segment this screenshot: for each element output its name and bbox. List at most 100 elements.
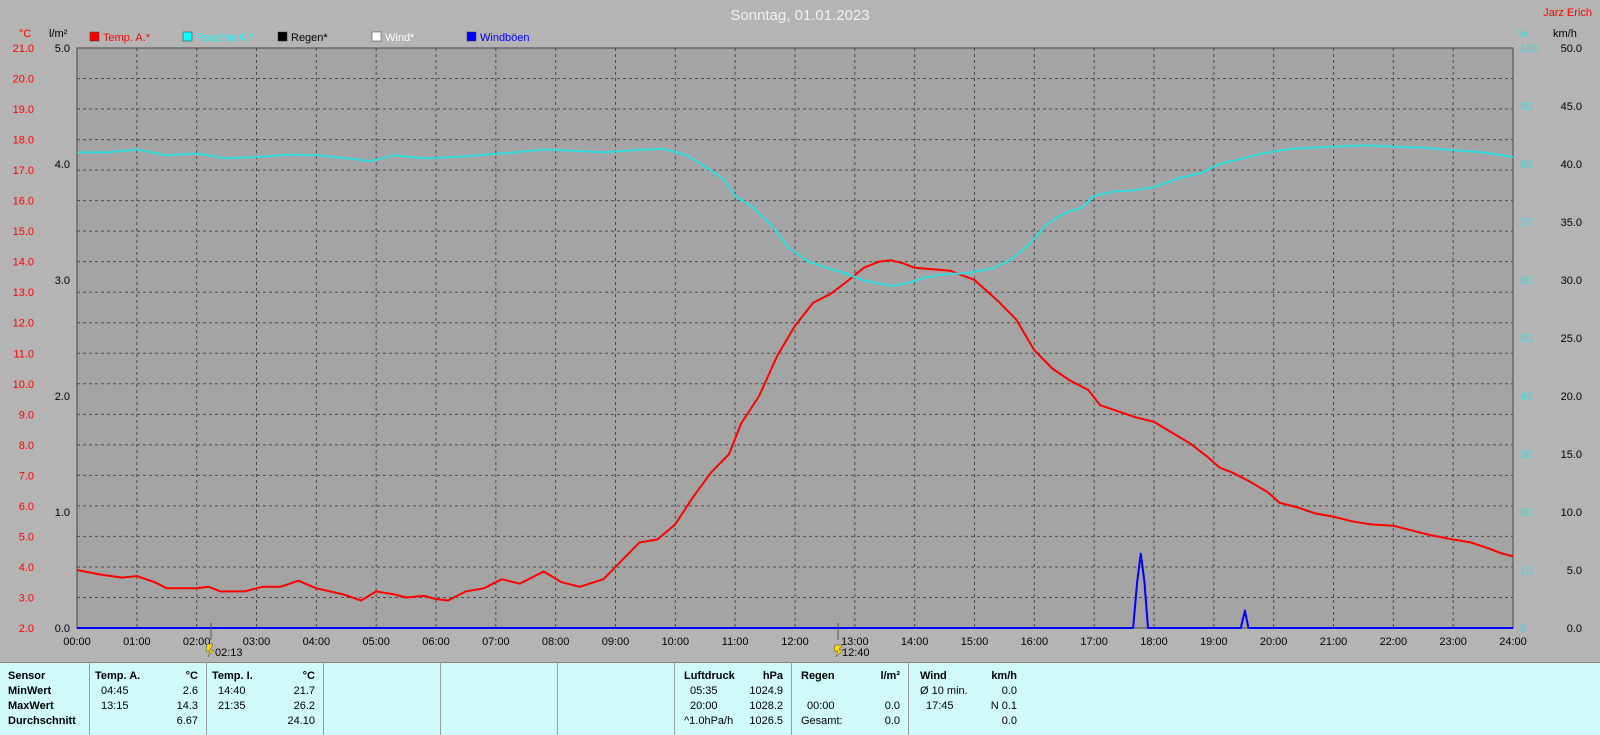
legend-label: Wind* <box>385 32 415 44</box>
statistics-panel: Sensor MinWert MaxWert Durchschnitt Temp… <box>0 662 1600 735</box>
data-series <box>76 144 1514 629</box>
row-label-avg: Durchschnitt <box>8 715 76 727</box>
marker-label: 12:40 <box>842 647 870 659</box>
temp-tick-label: 21.0 <box>13 43 34 55</box>
temp-i-min-value: 21.7 <box>293 685 315 697</box>
temp-i-min-time: 14:40 <box>218 685 246 697</box>
x-tick-label: 00:00 <box>63 636 91 648</box>
x-tick-label: 11:00 <box>722 636 749 648</box>
x-tick-label: 06:00 <box>422 636 450 648</box>
x-tick-label: 19:00 <box>1200 636 1228 648</box>
legend-label: Windböen <box>480 32 530 44</box>
temp-tick-label: 4.0 <box>19 562 34 574</box>
rain-unit-label: l/m² <box>49 28 68 40</box>
temp-tick-label: 8.0 <box>19 440 34 452</box>
x-tick-label: 22:00 <box>1380 636 1408 648</box>
wind-tick-label: 45.0 <box>1561 101 1582 113</box>
humidity-tick-label: 80 <box>1520 159 1532 171</box>
rain-tick-label: 5.0 <box>55 43 70 55</box>
x-tick-label: 18:00 <box>1140 636 1168 648</box>
legend-label: Temp. A.* <box>103 32 151 44</box>
temp-a-avg: 6.67 <box>176 715 198 727</box>
rain-header: Regen <box>801 670 835 682</box>
temp-i-column: Temp. I. °C 14:40 21.7 21:35 26.2 24.10 <box>206 663 324 735</box>
x-tick-label: 07:00 <box>482 636 510 648</box>
humidity-tick-label: 10 <box>1520 565 1532 577</box>
wind-max-time: 17:45 <box>926 700 954 712</box>
temp-tick-label: 9.0 <box>19 409 34 421</box>
rain-unit: l/m² <box>880 670 900 682</box>
rain-total-label: Gesamt: <box>801 715 843 727</box>
temp-a-max-value: 14.3 <box>176 700 198 712</box>
temp-tick-label: 10.0 <box>13 379 34 391</box>
humidity-tick-label: 0 <box>1520 623 1526 635</box>
x-tick-label: 14:00 <box>901 636 929 648</box>
temp-i-header: Temp. I. <box>212 670 253 682</box>
wind-tick-label: 15.0 <box>1561 449 1582 461</box>
temp-a-column: Temp. A. °C 04:45 2.6 13:15 14.3 6.67 <box>89 663 207 735</box>
temp-tick-label: 13.0 <box>13 287 34 299</box>
temp-tick-label: 3.0 <box>19 592 34 604</box>
legend-swatch <box>371 31 382 42</box>
rain-tick-label: 3.0 <box>55 275 70 287</box>
legend-label: Regen* <box>291 32 328 44</box>
sensor-column: Sensor MinWert MaxWert Durchschnitt <box>0 663 90 735</box>
x-tick-label: 16:00 <box>1021 636 1049 648</box>
wind-tick-label: 20.0 <box>1561 391 1582 403</box>
temp-tick-label: 12.0 <box>13 318 34 330</box>
lightning-icon <box>205 643 215 658</box>
pressure-avg: 1026.5 <box>749 715 783 727</box>
wind-third-value: 0.0 <box>1001 715 1017 727</box>
marker-label: 02:13 <box>215 647 243 659</box>
wind-max-value: N 0.1 <box>990 700 1017 712</box>
x-tick-label: 04:00 <box>303 636 331 648</box>
x-tick-label: 10:00 <box>662 636 690 648</box>
author-label: Jarz Erich <box>1543 7 1592 19</box>
x-tick-label: 23:00 <box>1439 636 1467 648</box>
temp-tick-label: 15.0 <box>13 226 34 238</box>
x-tick-label: 03:00 <box>243 636 271 648</box>
axis-labels: 00:00 01:00 02:00 03:00 04:00 05:00 06:00 07:00… <box>13 43 1582 648</box>
rain-tick-label: 0.0 <box>55 623 70 635</box>
temp-tick-label: 19.0 <box>13 104 34 116</box>
grid-lines <box>77 48 1513 628</box>
series-line-temp-a <box>76 259 1514 602</box>
humidity-tick-label: 60 <box>1520 275 1532 287</box>
series-line-windb-en <box>77 552 1513 629</box>
temp-i-unit: °C <box>302 670 315 682</box>
temp-tick-label: 11.0 <box>13 348 34 360</box>
marker-0213: 02:13 <box>205 623 243 659</box>
pressure-column: Luftdruck hPa 05:35 1024.9 20:00 1028.2 ^1.… <box>674 663 792 735</box>
temp-a-max-time: 13:15 <box>101 700 129 712</box>
pressure-trend: ^1.0hPa/h <box>684 715 734 727</box>
temp-i-max-time: 21:35 <box>218 700 246 712</box>
sensor-header: Sensor <box>8 670 46 682</box>
legend: Temp. A.* Feuchte A.* Regen* Wind* Windböen <box>89 31 530 44</box>
wind-tick-label: 10.0 <box>1561 507 1582 519</box>
x-tick-label: 08:00 <box>542 636 570 648</box>
pressure-max-time: 20:00 <box>690 700 718 712</box>
empty-column <box>440 663 558 735</box>
temp-a-header: Temp. A. <box>95 670 141 682</box>
x-tick-label: 05:00 <box>362 636 390 648</box>
empty-column <box>557 663 675 735</box>
temp-unit-label: °C <box>19 28 31 40</box>
rain-column: Regen l/m² 00:00 0.0 Gesamt: 0.0 <box>791 663 909 735</box>
temp-tick-label: 7.0 <box>19 470 34 482</box>
wind-column: Wind km/h Ø 10 min. 0.0 17:45 N 0.1 0.0 <box>908 663 1025 735</box>
rain-tick-label: 4.0 <box>55 159 70 171</box>
legend-swatch <box>466 31 477 42</box>
temp-tick-label: 18.0 <box>13 135 34 147</box>
humidity-unit-label: % <box>1518 28 1528 40</box>
x-tick-label: 01:00 <box>123 636 151 648</box>
pressure-min-value: 1024.9 <box>749 685 783 697</box>
humidity-tick-label: 40 <box>1520 391 1532 403</box>
x-tick-label: 09:00 <box>602 636 630 648</box>
legend-swatch <box>277 31 288 42</box>
temp-a-unit: °C <box>185 670 198 682</box>
legend-label: Feuchte A.* <box>196 32 254 44</box>
humidity-tick-label: 20 <box>1520 507 1532 519</box>
wind-header: Wind <box>920 670 947 682</box>
empty-column <box>323 663 441 735</box>
temp-tick-label: 14.0 <box>13 257 34 269</box>
